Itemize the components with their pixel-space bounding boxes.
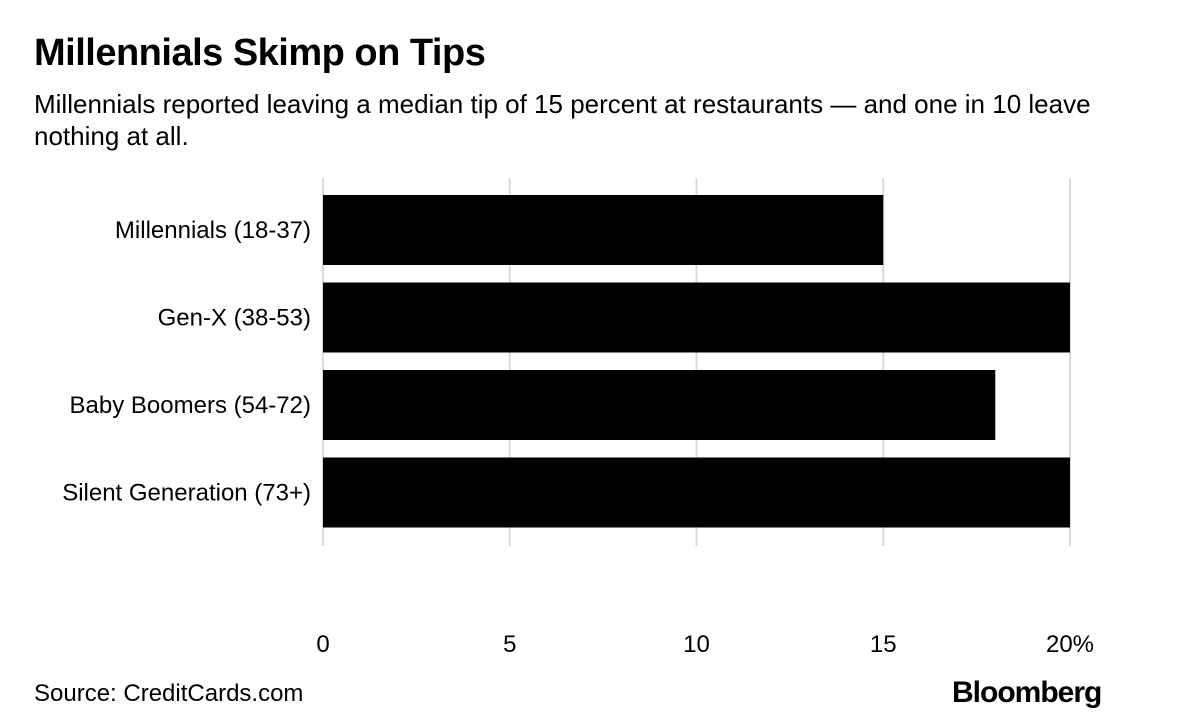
category-label: Millennials (18-37)	[115, 217, 311, 244]
category-label: Baby Boomers (54-72)	[70, 392, 311, 419]
source-note: Source: CreditCards.com	[34, 680, 304, 707]
bar-1	[323, 282, 1070, 353]
bar-3	[323, 457, 1070, 528]
x-tick-label: 15	[870, 631, 897, 658]
chart-subtitle: Millennials reported leaving a median ti…	[34, 89, 1091, 151]
bloomberg-logo: Bloomberg	[952, 676, 1102, 709]
x-tick-label: 0	[316, 631, 329, 658]
x-tick-label: 5	[503, 631, 516, 658]
bars	[323, 195, 1070, 528]
category-label: Gen-X (38-53)	[158, 305, 311, 332]
category-label: Silent Generation (73+)	[62, 480, 311, 507]
x-tick-labels: 0 5 10 15 20%	[316, 631, 1094, 658]
category-labels: Millennials (18-37) Gen-X (38-53) Baby Boo…	[62, 217, 311, 507]
x-tick-label: 10	[683, 631, 710, 658]
chart-title: Millennials Skimp on Tips	[34, 32, 486, 74]
bar-0	[323, 195, 884, 265]
bar-2	[323, 370, 996, 440]
x-tick-label: 20%	[1046, 631, 1094, 658]
